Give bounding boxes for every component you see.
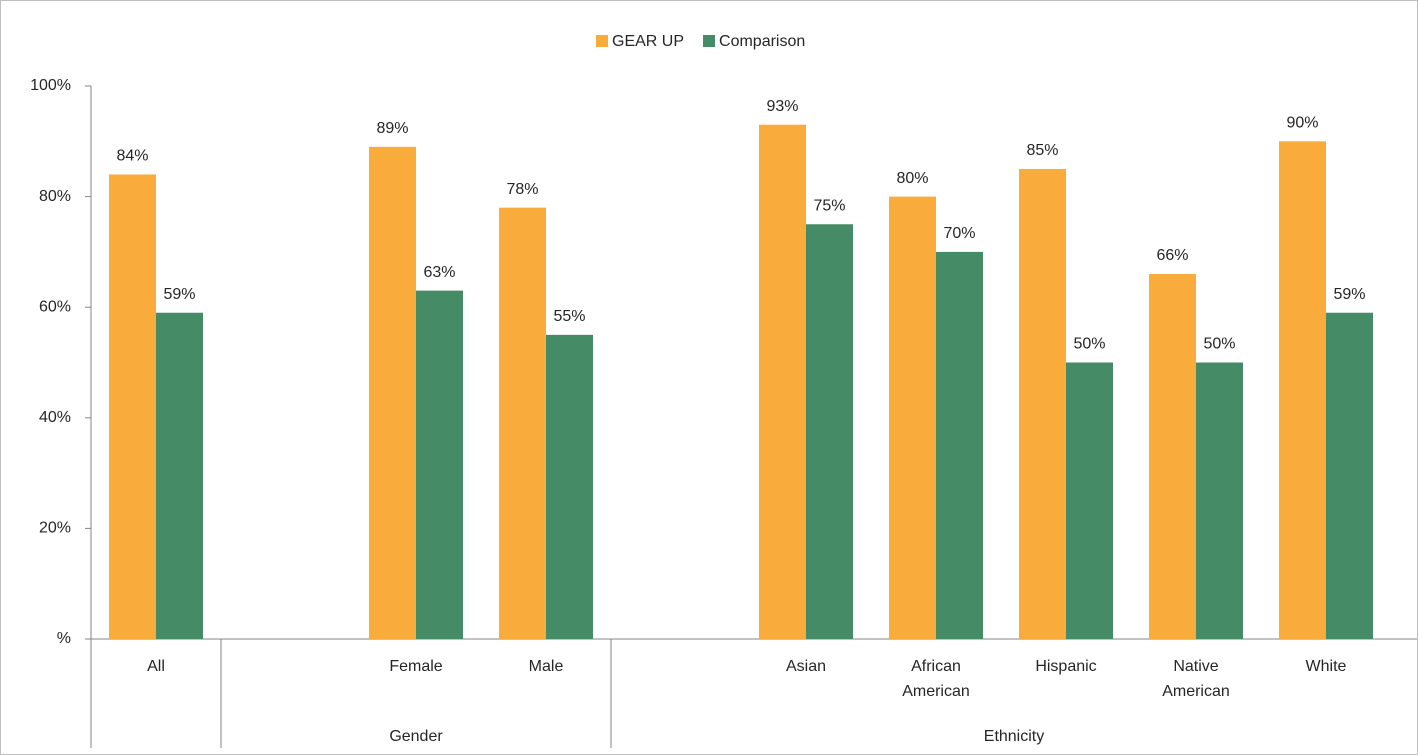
x-tick-label: All	[147, 658, 165, 675]
bar	[1019, 168, 1066, 639]
y-tick-label: 80%	[39, 188, 71, 205]
x-tick-label: Native American	[1162, 658, 1230, 700]
x-tick-label: Male	[529, 658, 564, 675]
bar	[1196, 362, 1243, 639]
bar	[1149, 274, 1196, 639]
x-tick-label: White	[1306, 658, 1347, 675]
data-label: 63%	[423, 264, 455, 281]
data-label: 89%	[376, 120, 408, 137]
bar	[416, 290, 463, 639]
data-label: 78%	[506, 181, 538, 198]
x-tick-label: Asian	[786, 658, 826, 675]
legend-swatch	[596, 35, 608, 47]
x-tick-label: Female	[389, 658, 442, 675]
y-tick-label: %	[57, 630, 71, 647]
bar	[109, 174, 156, 640]
y-tick-label: 20%	[39, 520, 71, 537]
y-tick-label: 60%	[39, 298, 71, 315]
bar	[1066, 362, 1113, 639]
bar	[499, 207, 546, 639]
bar	[806, 224, 853, 639]
legend-label: GEAR UP	[612, 33, 684, 50]
bar	[889, 196, 936, 639]
bar	[759, 124, 806, 639]
x-tick-label: African American	[902, 658, 970, 700]
data-label: 80%	[896, 170, 928, 187]
y-tick-label: 100%	[30, 77, 71, 94]
group-label: Gender	[389, 728, 443, 745]
bar	[546, 334, 593, 639]
data-label: 85%	[1026, 142, 1058, 159]
data-label: 59%	[1333, 286, 1365, 303]
legend-swatch	[703, 35, 716, 47]
bar	[1326, 312, 1373, 639]
bar	[1279, 141, 1326, 640]
data-label: 75%	[813, 197, 845, 214]
legend-label: Comparison	[719, 33, 805, 50]
bar	[936, 251, 983, 639]
data-label: 90%	[1286, 115, 1318, 132]
bar	[156, 312, 203, 639]
y-tick-label: 40%	[39, 409, 71, 426]
data-label: 93%	[766, 98, 798, 115]
data-label: 66%	[1156, 247, 1188, 264]
data-label: 59%	[163, 286, 195, 303]
data-label: 55%	[553, 308, 585, 325]
data-label: 84%	[116, 148, 148, 165]
x-tick-label: Hispanic	[1035, 658, 1096, 675]
data-label: 50%	[1073, 336, 1105, 353]
bar	[369, 146, 416, 639]
data-label: 70%	[943, 225, 975, 242]
group-label: Ethnicity	[984, 728, 1044, 745]
data-label: 50%	[1203, 336, 1235, 353]
